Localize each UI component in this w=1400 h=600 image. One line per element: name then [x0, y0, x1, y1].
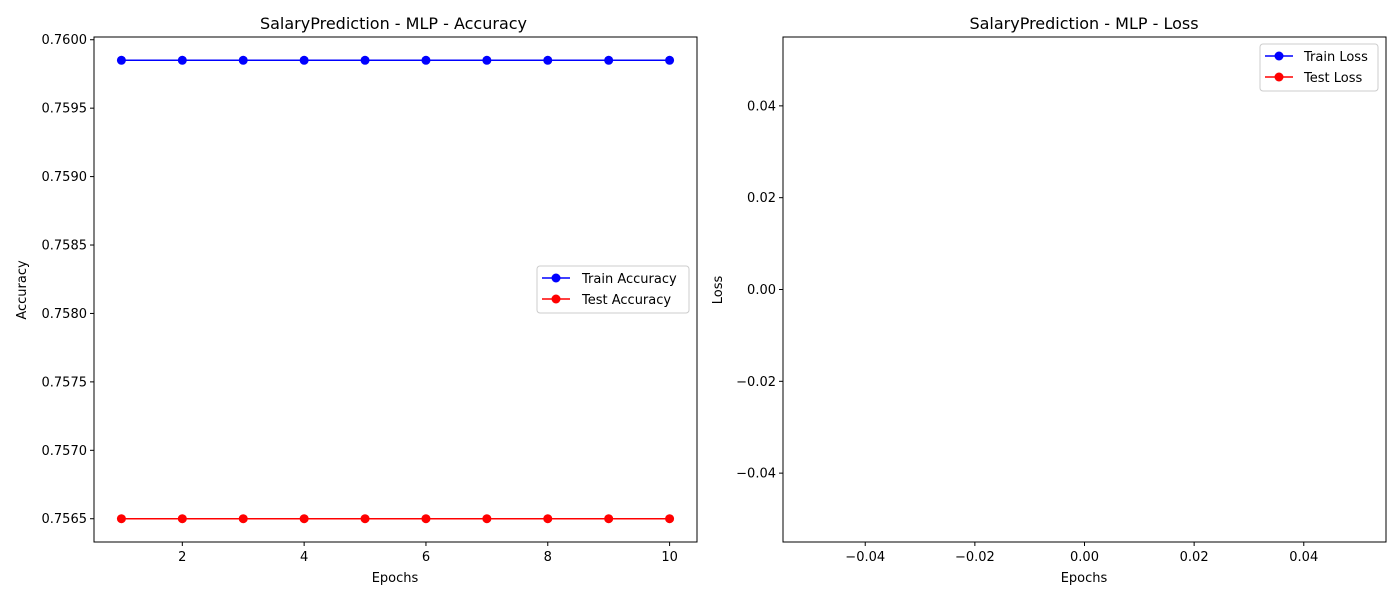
loss-x-tick-label: 0.02: [1180, 550, 1209, 565]
accuracy-x-tick-label: 6: [422, 550, 430, 565]
loss-chart-title: SalaryPrediction - MLP - Loss: [969, 14, 1198, 33]
test-accuracy-point: [604, 514, 614, 524]
train-accuracy-point: [238, 55, 248, 65]
legend-train-accuracy-label: Train Accuracy: [581, 272, 677, 287]
test-accuracy-point: [482, 514, 492, 524]
test-accuracy-point: [238, 514, 248, 524]
accuracy-plot-frame: [93, 36, 698, 543]
accuracy-y-axis-label: Accuracy: [15, 260, 30, 320]
accuracy-y-tick-label: 0.7585: [42, 239, 88, 254]
legend-test-loss-label: Test Loss: [1303, 71, 1362, 86]
loss-y-tick-label: 0.02: [747, 191, 776, 206]
loss-y-tick-label: −0.02: [736, 375, 776, 390]
loss-y-tick-label: −0.04: [736, 467, 776, 482]
loss-x-tick-label: 0.04: [1289, 550, 1318, 565]
legend-test-accuracy-marker: [551, 294, 561, 304]
accuracy-legend-box: [536, 265, 690, 314]
test-accuracy-point: [543, 514, 553, 524]
test-accuracy-point: [360, 514, 370, 524]
loss-y-tick-label: 0.00: [747, 283, 776, 298]
test-accuracy-point: [299, 514, 309, 524]
legend-train-accuracy-marker: [551, 273, 561, 283]
test-accuracy-point: [665, 514, 675, 524]
train-accuracy-point: [604, 55, 614, 65]
loss-legend: Train Loss Test Loss: [1259, 43, 1379, 92]
loss-plot-frame: [782, 36, 1387, 543]
loss-chart: SalaryPrediction - MLP - Loss −0.04 −0.02…: [711, 14, 1387, 586]
accuracy-y-tick-label: 0.7590: [42, 170, 88, 185]
accuracy-y-tick-label: 0.7600: [42, 33, 88, 48]
accuracy-y-ticks: 0.7565 0.7570 0.7575 0.7580 0.7585 0.7590 0.75…: [42, 33, 94, 527]
train-accuracy-point: [421, 55, 431, 65]
accuracy-x-axis-label: Epochs: [372, 571, 419, 586]
loss-x-tick-label: −0.02: [955, 550, 995, 565]
accuracy-y-tick-label: 0.7595: [42, 102, 88, 117]
test-accuracy-point: [177, 514, 187, 524]
accuracy-legend: Train Accuracy Test Accuracy: [536, 265, 690, 314]
loss-x-axis-label: Epochs: [1061, 571, 1108, 586]
loss-x-tick-label: −0.04: [845, 550, 885, 565]
accuracy-x-tick-label: 8: [544, 550, 552, 565]
legend-train-loss-label: Train Loss: [1303, 50, 1368, 65]
accuracy-y-tick-label: 0.7565: [42, 512, 88, 527]
legend-train-loss-marker: [1274, 51, 1284, 61]
accuracy-y-tick-label: 0.7575: [42, 375, 88, 390]
loss-plot-area: [783, 37, 1386, 542]
legend-test-loss-marker: [1274, 72, 1284, 82]
legend-test-accuracy-label: Test Accuracy: [581, 293, 671, 308]
accuracy-chart-title: SalaryPrediction - MLP - Accuracy: [260, 14, 527, 33]
accuracy-x-ticks: 2 4 6 8 10: [178, 542, 678, 565]
loss-y-ticks: −0.04 −0.02 0.00 0.02 0.04: [736, 99, 783, 482]
loss-y-axis-label: Loss: [711, 276, 726, 305]
accuracy-series: [116, 55, 675, 524]
accuracy-x-tick-label: 4: [300, 550, 308, 565]
accuracy-x-tick-label: 2: [178, 550, 186, 565]
loss-y-tick-label: 0.04: [747, 99, 776, 114]
train-accuracy-point: [482, 55, 492, 65]
train-accuracy-point: [665, 55, 675, 65]
loss-x-tick-label: 0.00: [1070, 550, 1099, 565]
loss-x-ticks: −0.04 −0.02 0.00 0.02 0.04: [845, 542, 1318, 565]
accuracy-y-tick-label: 0.7580: [42, 307, 88, 322]
accuracy-y-tick-label: 0.7570: [42, 444, 88, 459]
accuracy-x-tick-label: 10: [661, 550, 678, 565]
train-accuracy-point: [116, 55, 126, 65]
accuracy-chart: SalaryPrediction - MLP - Accuracy 2 4 6 8 10…: [15, 14, 698, 586]
train-accuracy-point: [299, 55, 309, 65]
train-accuracy-point: [543, 55, 553, 65]
train-accuracy-point: [177, 55, 187, 65]
train-accuracy-point: [360, 55, 370, 65]
test-accuracy-point: [116, 514, 126, 524]
test-accuracy-point: [421, 514, 431, 524]
